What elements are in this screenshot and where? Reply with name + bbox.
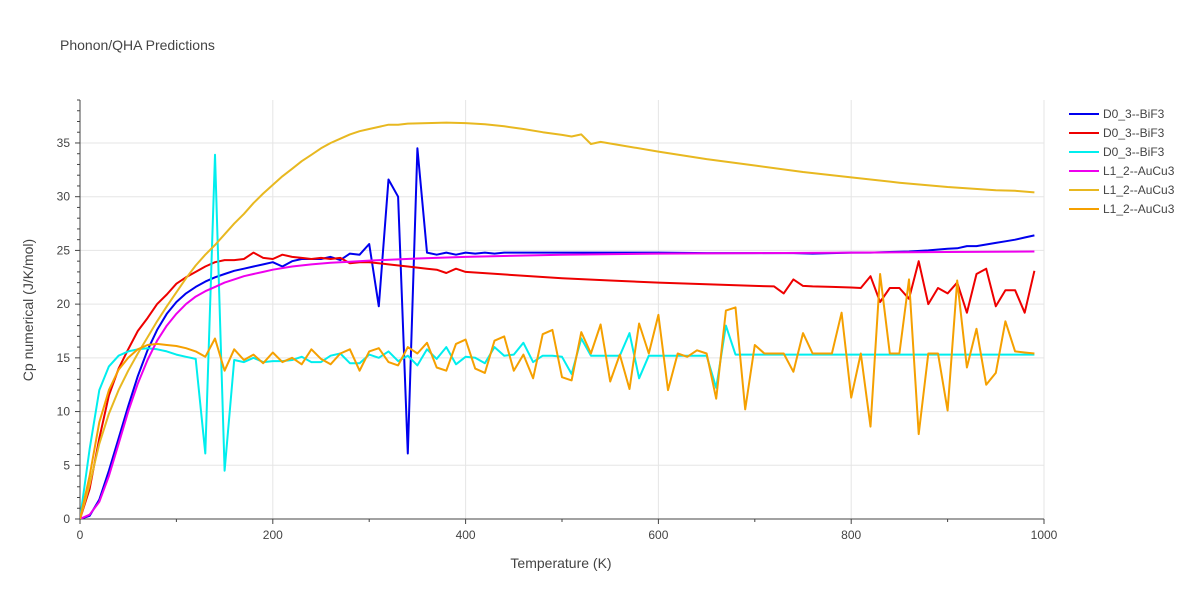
legend-item-3[interactable]: D0_3--BiF3	[1069, 145, 1165, 159]
legend[interactable]: D0_3--BiF3 D0_3--BiF3 D0_3--BiF3 L1_2--AuCu…	[1069, 107, 1175, 216]
series-line-6[interactable]	[80, 273, 1035, 519]
x-tick-label: 800	[841, 528, 861, 542]
y-tick-label: 10	[57, 405, 71, 419]
chart-title: Phonon/QHA Predictions	[60, 37, 215, 53]
legend-label: L1_2--AuCu3	[1103, 183, 1175, 197]
legend-item-5[interactable]: L1_2--AuCu3	[1069, 183, 1175, 197]
x-tick-label: 200	[263, 528, 283, 542]
legend-item-1[interactable]: D0_3--BiF3	[1069, 107, 1165, 121]
x-tick-label: 0	[77, 528, 84, 542]
y-axis-title: Cp numerical (J/K/mol)	[20, 239, 36, 381]
legend-label: L1_2--AuCu3	[1103, 202, 1175, 216]
legend-item-2[interactable]: D0_3--BiF3	[1069, 126, 1165, 140]
y-tick-label: 25	[57, 243, 71, 257]
legend-item-6[interactable]: L1_2--AuCu3	[1069, 202, 1175, 216]
y-tick-label: 15	[57, 351, 71, 365]
y-tick-label: 35	[57, 136, 71, 150]
series-line-5[interactable]	[80, 121, 1035, 519]
legend-label: D0_3--BiF3	[1103, 126, 1165, 140]
series-line-2[interactable]	[80, 251, 1036, 519]
series-line-3[interactable]	[80, 153, 1035, 519]
y-tick-label: 30	[57, 190, 71, 204]
legend-item-4[interactable]: L1_2--AuCu3	[1069, 164, 1175, 178]
y-tick-label: 5	[63, 458, 70, 472]
y-tick-label: 0	[63, 512, 70, 526]
legend-label: D0_3--BiF3	[1103, 145, 1165, 159]
x-tick-label: 400	[456, 528, 476, 542]
x-tick-label: 1000	[1031, 528, 1058, 542]
series-line-1[interactable]	[80, 147, 1035, 519]
x-tick-label: 600	[648, 528, 668, 542]
x-axis-title: Temperature (K)	[510, 555, 611, 571]
y-tick-label: 20	[57, 297, 71, 311]
axes: 0 200 400 600 800 1000 0 5 10 15 20 25 30 35	[57, 99, 1058, 542]
legend-label: D0_3--BiF3	[1103, 107, 1165, 121]
legend-label: L1_2--AuCu3	[1103, 164, 1175, 178]
plot-area	[80, 121, 1036, 520]
series-line-4[interactable]	[80, 250, 1035, 520]
